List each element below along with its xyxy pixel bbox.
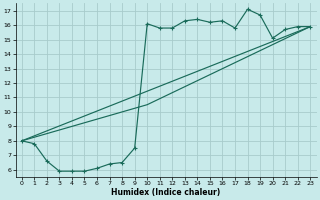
X-axis label: Humidex (Indice chaleur): Humidex (Indice chaleur) (111, 188, 221, 197)
